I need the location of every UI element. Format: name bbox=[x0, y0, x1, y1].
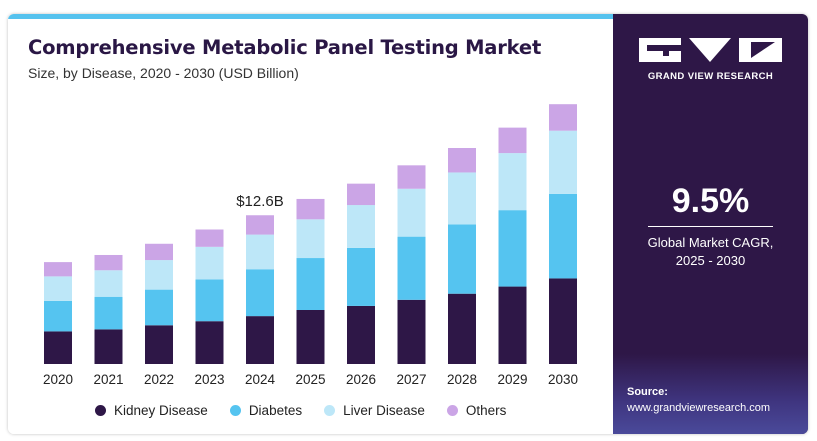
source-link[interactable]: www.grandviewresearch.com bbox=[627, 402, 771, 414]
x-tick-label-2025: 2025 bbox=[295, 372, 325, 387]
grand-view-research-logo bbox=[639, 38, 782, 62]
x-tick-label-2021: 2021 bbox=[93, 372, 123, 387]
bar-segment-kidney-disease-2024 bbox=[246, 316, 274, 364]
chart-legend: Kidney Disease Diabetes Liver Disease Other… bbox=[95, 400, 506, 420]
bar-segment-kidney-disease-2025 bbox=[296, 310, 325, 364]
bar-segment-others-2022 bbox=[145, 243, 173, 261]
bar-segment-others-2025 bbox=[296, 198, 325, 220]
bar-segment-diabetes-2020 bbox=[44, 300, 72, 332]
cagr-label-line1: Global Market CAGR, bbox=[647, 235, 774, 250]
bar-segment-liver-disease-2024 bbox=[246, 234, 274, 270]
bar-segment-liver-disease-2029 bbox=[498, 153, 527, 211]
bar-segment-others-2021 bbox=[94, 254, 123, 271]
x-tick-label-2027: 2027 bbox=[396, 372, 426, 387]
divider-line bbox=[648, 226, 773, 227]
legend-item-others: Others bbox=[446, 402, 507, 418]
bar-segment-others-2027 bbox=[397, 165, 426, 189]
bar-segment-diabetes-2022 bbox=[145, 289, 173, 326]
bar-segment-others-2029 bbox=[498, 127, 527, 154]
cagr-label-line2: 2025 - 2030 bbox=[675, 253, 746, 268]
bar-segment-others-2023 bbox=[195, 229, 224, 247]
bar-segment-kidney-disease-2026 bbox=[347, 305, 375, 364]
legend-label-diabetes: Diabetes bbox=[248, 402, 303, 418]
stats-panel: GRAND VIEW RESEARCH 9.5% Global Market C… bbox=[613, 14, 808, 434]
bar-segment-liver-disease-2026 bbox=[347, 205, 375, 248]
brand-name: GRAND VIEW RESEARCH bbox=[647, 71, 774, 82]
bar-segment-liver-disease-2023 bbox=[195, 246, 224, 280]
legend-swatch-diabetes bbox=[229, 404, 241, 416]
bar-segment-diabetes-2028 bbox=[448, 224, 476, 294]
bar-segment-liver-disease-2022 bbox=[145, 260, 173, 290]
bar-segment-others-2024 bbox=[246, 215, 274, 235]
bar-segment-diabetes-2030 bbox=[549, 193, 577, 279]
source-label: Source: bbox=[627, 386, 668, 398]
bar-segment-liver-disease-2028 bbox=[448, 172, 476, 225]
bar-segment-liver-disease-2020 bbox=[44, 276, 72, 301]
bar-segment-kidney-disease-2027 bbox=[397, 299, 426, 364]
x-tick-label-2028: 2028 bbox=[447, 372, 477, 387]
bar-annotation-2024: $12.6B bbox=[236, 193, 284, 210]
chart-area: Comprehensive Metabolic Panel Testing Ma… bbox=[8, 14, 613, 434]
legend-item-diabetes: Diabetes bbox=[229, 402, 303, 418]
bar-segment-kidney-disease-2029 bbox=[498, 286, 527, 364]
bar-segment-kidney-disease-2028 bbox=[448, 293, 476, 364]
legend-swatch-kidney-disease bbox=[95, 404, 106, 416]
bar-segment-others-2026 bbox=[347, 183, 375, 206]
x-tick-label-2029: 2029 bbox=[497, 372, 527, 387]
accent-bar bbox=[8, 14, 613, 19]
cagr-label: Global Market CAGR, 2025 - 2030 bbox=[613, 234, 808, 270]
bar-segment-diabetes-2025 bbox=[296, 258, 325, 310]
chart-subtitle: Size, by Disease, 2020 - 2030 (USD Billi… bbox=[28, 65, 299, 81]
bar-segment-diabetes-2026 bbox=[347, 247, 375, 306]
bar-segment-diabetes-2024 bbox=[246, 269, 274, 317]
x-tick-label-2026: 2026 bbox=[346, 372, 376, 387]
bar-segment-liver-disease-2021 bbox=[94, 270, 123, 297]
bar-segment-others-2030 bbox=[549, 104, 577, 131]
legend-swatch-others bbox=[446, 404, 458, 416]
bar-segment-liver-disease-2027 bbox=[397, 188, 426, 237]
stacked-bar-chart: 2020 2021 2022 2023 2024 $12.6B 2025 2026 2027 20… bbox=[43, 104, 578, 387]
legend-label-others: Others bbox=[465, 402, 507, 418]
bar-segment-kidney-disease-2020 bbox=[44, 331, 72, 364]
bar-segment-kidney-disease-2030 bbox=[549, 278, 577, 364]
x-tick-label-2022: 2022 bbox=[144, 372, 174, 387]
legend-item-kidney-disease: Kidney Disease bbox=[95, 403, 208, 418]
infographic-card: Comprehensive Metabolic Panel Testing Ma… bbox=[8, 14, 808, 434]
cagr-value: 9.5% bbox=[671, 182, 750, 220]
bar-segment-diabetes-2021 bbox=[94, 296, 123, 330]
legend-label-kidney-disease: Kidney Disease bbox=[114, 402, 208, 418]
x-tick-label-2024: 2024 bbox=[245, 372, 276, 387]
bar-segment-kidney-disease-2022 bbox=[145, 325, 173, 364]
bar-segment-liver-disease-2030 bbox=[549, 130, 577, 194]
bar-segment-kidney-disease-2021 bbox=[94, 329, 123, 364]
bar-segment-others-2020 bbox=[44, 262, 72, 277]
x-tick-label-2020: 2020 bbox=[43, 372, 73, 387]
chart-title: Comprehensive Metabolic Panel Testing Ma… bbox=[28, 36, 542, 59]
x-tick-label-2030: 2030 bbox=[548, 372, 578, 387]
bar-segment-diabetes-2023 bbox=[195, 279, 224, 322]
bar-segment-others-2028 bbox=[448, 148, 476, 173]
x-tick-label-2023: 2023 bbox=[194, 372, 224, 387]
panel-gradient-band bbox=[613, 354, 808, 434]
bar-segment-kidney-disease-2023 bbox=[195, 321, 224, 364]
bar-segment-diabetes-2027 bbox=[397, 236, 426, 300]
legend-label-liver-disease: Liver Disease bbox=[343, 402, 425, 418]
legend-item-liver-disease: Liver Disease bbox=[324, 403, 425, 418]
bar-segment-diabetes-2029 bbox=[498, 210, 527, 287]
bar-segment-liver-disease-2025 bbox=[296, 219, 325, 259]
legend-swatch-liver-disease bbox=[324, 404, 336, 416]
